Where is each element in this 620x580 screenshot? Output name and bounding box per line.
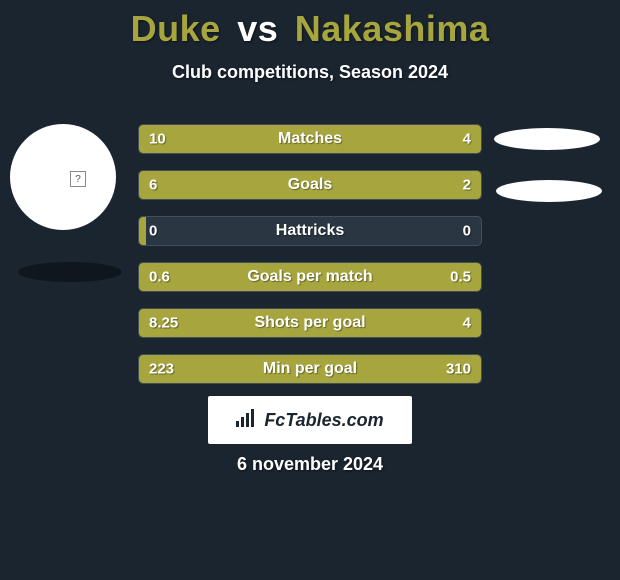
stat-value-right: 4: [463, 315, 471, 332]
stat-fill-left: [139, 171, 396, 199]
stat-row: 0 0 Hattricks: [138, 216, 482, 246]
stat-value-left: 10: [149, 131, 166, 148]
player2-shadow-1: [494, 128, 600, 150]
player1-name: Duke: [131, 8, 221, 49]
stat-label: Matches: [278, 130, 342, 148]
stat-value-left: 223: [149, 361, 174, 378]
player1-shadow: [18, 262, 122, 282]
stat-row: 6 2 Goals: [138, 170, 482, 200]
stat-value-right: 2: [463, 177, 471, 194]
stat-value-right: 0: [463, 223, 471, 240]
stats-container: 10 4 Matches 6 2 Goals 0 0 Hattricks 0.6 0.5 Goals …: [138, 124, 482, 400]
stat-fill-left: [139, 217, 146, 245]
stat-label: Goals per match: [247, 268, 372, 286]
player2-shadow-2: [496, 180, 602, 202]
stat-label: Shots per goal: [254, 314, 365, 332]
stat-row: 223 310 Min per goal: [138, 354, 482, 384]
stat-value-left: 6: [149, 177, 157, 194]
subtitle: Club competitions, Season 2024: [0, 62, 620, 83]
stat-label: Goals: [288, 176, 332, 194]
stat-value-right: 0.5: [450, 269, 471, 286]
player2-name: Nakashima: [295, 8, 490, 49]
branding-badge: FcTables.com: [208, 396, 412, 444]
player1-avatar: ?: [10, 124, 116, 230]
comparison-title: Duke vs Nakashima: [0, 0, 620, 50]
stat-label: Min per goal: [263, 360, 357, 378]
stat-value-left: 8.25: [149, 315, 178, 332]
stat-row: 0.6 0.5 Goals per match: [138, 262, 482, 292]
stat-label: Hattricks: [276, 222, 344, 240]
stat-row: 10 4 Matches: [138, 124, 482, 154]
stat-value-right: 310: [446, 361, 471, 378]
stat-value-left: 0.6: [149, 269, 170, 286]
date-label: 6 november 2024: [237, 454, 383, 475]
chart-icon: [236, 409, 258, 432]
stat-value-left: 0: [149, 223, 157, 240]
vs-separator: vs: [237, 8, 278, 49]
stat-value-right: 4: [463, 131, 471, 148]
stat-row: 8.25 4 Shots per goal: [138, 308, 482, 338]
broken-image-icon: ?: [70, 171, 86, 187]
branding-text: FcTables.com: [264, 410, 383, 431]
